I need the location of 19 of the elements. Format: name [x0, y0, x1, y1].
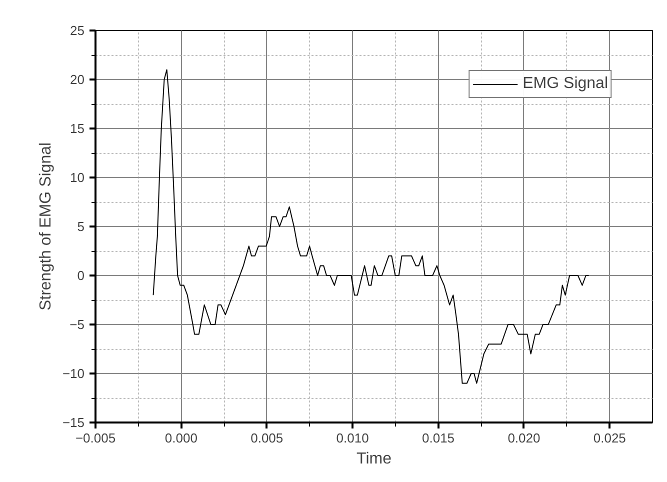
y-tick-label: −10 — [62, 366, 85, 381]
x-axis-title: Time — [356, 450, 392, 468]
y-tick-label: −5 — [70, 317, 85, 332]
y-tick-label: −15 — [62, 415, 85, 430]
y-tick-label: 15 — [70, 121, 85, 136]
x-tick-label: 0.015 — [422, 430, 455, 446]
y-tick-label: 25 — [70, 23, 85, 38]
legend-label: EMG Signal — [522, 75, 608, 93]
y-axis-title: Strength of EMG Signal — [37, 142, 54, 311]
y-tick-label: 5 — [77, 219, 85, 234]
x-tick-label: 0.020 — [508, 430, 540, 446]
x-tick-label: −0.005 — [75, 430, 116, 446]
x-tick-label: 0.010 — [336, 430, 369, 446]
y-tick-label: 0 — [77, 268, 85, 283]
y-tick-label: 20 — [70, 72, 85, 87]
y-tick-label: 10 — [70, 170, 85, 185]
x-tick-label: 0.005 — [250, 430, 284, 446]
x-tick-label: 0.000 — [164, 430, 198, 446]
x-tick-label: 0.025 — [593, 430, 626, 446]
